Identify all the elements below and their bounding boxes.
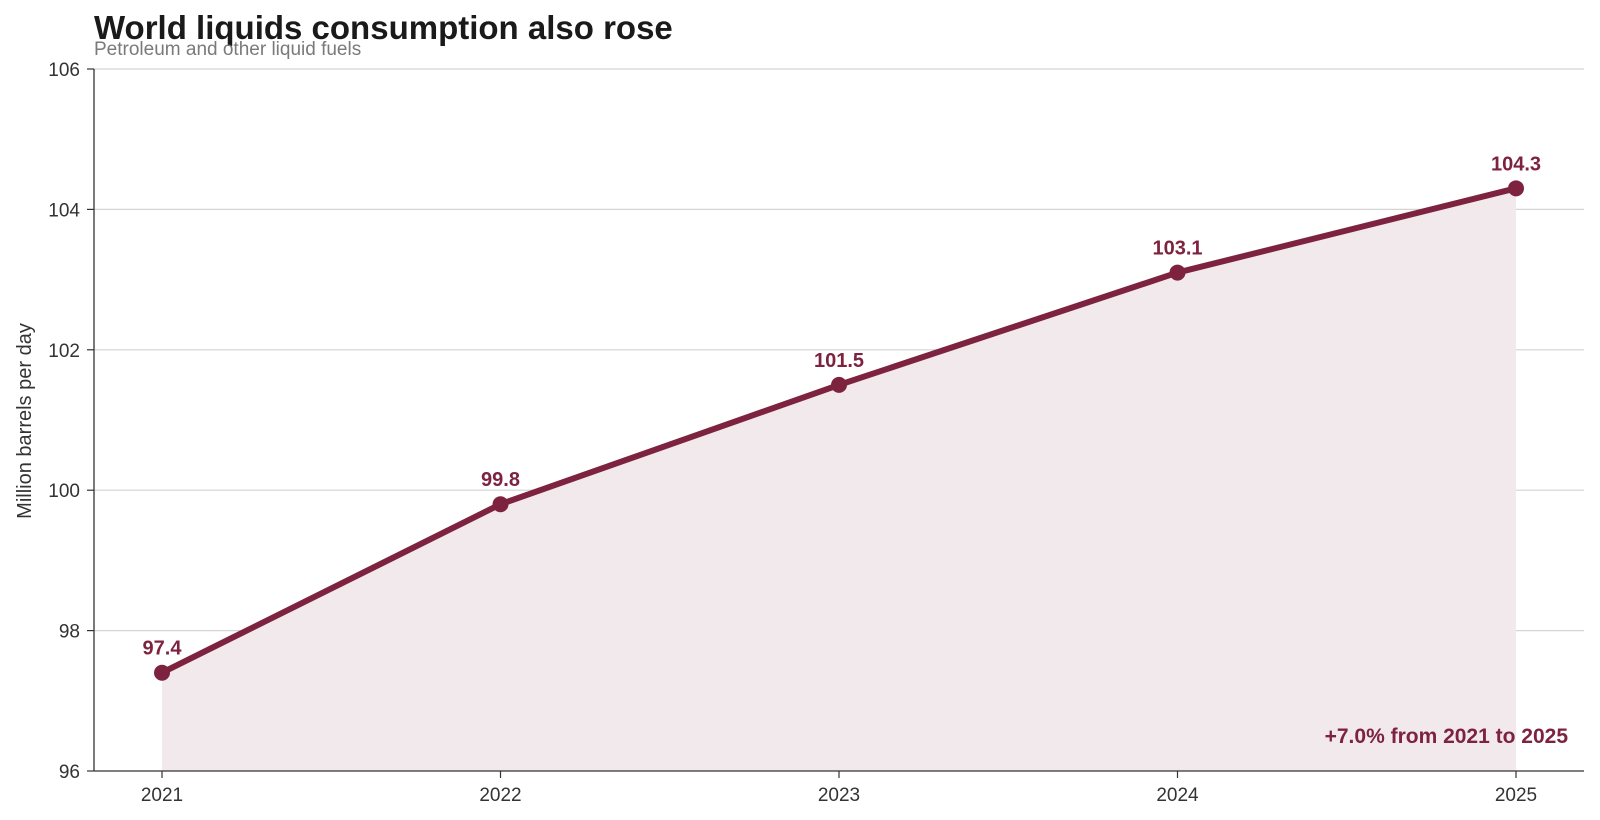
data-label: 103.1 — [1152, 238, 1202, 260]
series-layer — [154, 180, 1524, 681]
area-fill — [162, 188, 1516, 772]
x-tick-label: 2024 — [1156, 785, 1199, 806]
data-point — [492, 496, 509, 513]
data-point — [1169, 264, 1186, 281]
y-tick-label: 98 — [59, 622, 80, 643]
x-tick-label: 2021 — [141, 785, 183, 806]
axes: 96 98 100 102 104 106 2021 2022 2023 2024 2025 — [48, 60, 1584, 806]
y-tick-label: 104 — [48, 200, 80, 221]
y-tick-label: 106 — [48, 60, 80, 81]
data-labels: 97.4 99.8 101.5 103.1 104.3 — [143, 153, 1542, 659]
y-tick-label: 100 — [48, 481, 80, 502]
data-label: 104.3 — [1491, 153, 1541, 175]
data-point — [1508, 180, 1524, 197]
y-tick-label: 102 — [48, 341, 80, 362]
y-tick-label: 96 — [59, 762, 80, 783]
data-point — [831, 376, 847, 393]
area-layer — [162, 188, 1516, 772]
x-tick-label: 2022 — [479, 785, 521, 806]
chart-title: World liquids consumption also rose — [94, 9, 673, 46]
change-annotation: +7.0% from 2021 to 2025 — [1325, 725, 1569, 748]
x-tick-label: 2025 — [1495, 785, 1537, 806]
y-axis-label: Million barrels per day — [14, 323, 36, 519]
x-tick-label: 2023 — [818, 785, 860, 806]
data-label: 97.4 — [143, 638, 183, 660]
data-point — [154, 664, 170, 681]
data-label: 101.5 — [814, 350, 864, 372]
data-label: 99.8 — [481, 469, 520, 491]
chart-subtitle: Petroleum and other liquid fuels — [94, 39, 361, 60]
